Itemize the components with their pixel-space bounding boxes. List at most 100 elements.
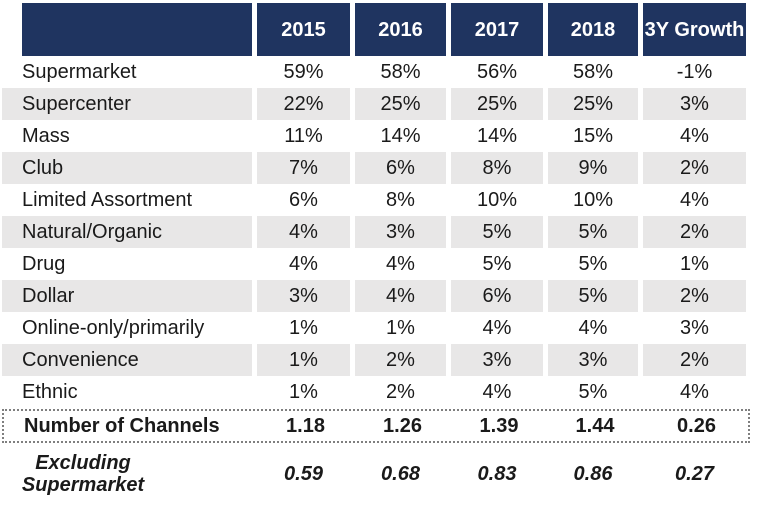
excluding-label-line2: Supermarket — [21, 474, 145, 496]
cell-value: 3% — [350, 216, 446, 248]
cell-value: 3% — [638, 312, 746, 344]
cell-value: 4% — [638, 120, 746, 152]
cell-value: 4% — [350, 280, 446, 312]
table-header-row: 2015 2016 2017 2018 3Y Growth — [2, 3, 746, 56]
cell-value: 2% — [638, 280, 746, 312]
cell-value: 1% — [252, 312, 350, 344]
table-row-natural-organic: Natural/Organic 4% 3% 5% 5% 2% — [2, 216, 746, 248]
table-row-online-only: Online-only/primarily 1% 1% 4% 4% 3% — [2, 312, 746, 344]
cell-value: 14% — [446, 120, 543, 152]
row-label: Ethnic — [22, 381, 78, 403]
table-row-dollar: Dollar 3% 4% 6% 5% 2% — [2, 280, 746, 312]
cell-value: 2% — [638, 344, 746, 376]
col-header-2015: 2015 — [252, 3, 350, 56]
cell-value: 5% — [446, 248, 543, 280]
cell-value: 25% — [543, 88, 638, 120]
cell-value: 1.44 — [545, 411, 640, 441]
cell-value: 0.27 — [638, 444, 746, 504]
cell-value: 1% — [638, 248, 746, 280]
row-label: Natural/Organic — [2, 216, 252, 248]
cell-value: 8% — [350, 184, 446, 216]
cell-value: 3% — [638, 88, 746, 120]
table-row-club: Club 7% 6% 8% 9% 2% — [2, 152, 746, 184]
cell-value: 5% — [543, 376, 638, 408]
cell-value: 6% — [252, 184, 350, 216]
cell-value: 1.26 — [352, 411, 448, 441]
cell-value: 22% — [252, 88, 350, 120]
row-label: Limited Assortment — [22, 189, 193, 211]
cell-value: 0.83 — [446, 444, 543, 504]
cell-value: -1% — [638, 56, 746, 88]
cell-value: 2% — [638, 152, 746, 184]
col-header-3y-growth: 3Y Growth — [638, 3, 746, 56]
table-row-number-of-channels: Number of Channels 1.18 1.26 1.39 1.44 0… — [4, 411, 748, 441]
col-header-2018: 2018 — [543, 3, 638, 56]
cell-value: 2% — [350, 376, 446, 408]
row-label: Drug — [22, 253, 66, 275]
cell-value: 14% — [350, 120, 446, 152]
cell-value: 6% — [446, 280, 543, 312]
cell-value: 25% — [350, 88, 446, 120]
row-label: Club — [2, 152, 252, 184]
cell-value: 0.59 — [252, 444, 350, 504]
cell-value: 5% — [543, 280, 638, 312]
cell-value: 11% — [252, 120, 350, 152]
row-label: Supercenter — [2, 88, 252, 120]
cell-value: 15% — [543, 120, 638, 152]
cell-value: 0.86 — [543, 444, 638, 504]
cell-value: 1% — [252, 376, 350, 408]
cell-value: 1.18 — [254, 411, 352, 441]
col-header-2017: 2017 — [446, 3, 543, 56]
row-label: Online-only/primarily — [22, 317, 205, 339]
cell-value: 58% — [350, 56, 446, 88]
cell-value: 9% — [543, 152, 638, 184]
excluding-label-line1: Excluding — [35, 452, 131, 474]
cell-value: 4% — [252, 248, 350, 280]
cell-value: 3% — [446, 344, 543, 376]
cell-value: 10% — [446, 184, 543, 216]
cell-value: 4% — [446, 312, 543, 344]
cell-value: 4% — [446, 376, 543, 408]
cell-value: 2% — [638, 216, 746, 248]
cell-value: 59% — [252, 56, 350, 88]
table-row-limited-assortment: Limited Assortment 6% 8% 10% 10% 4% — [2, 184, 746, 216]
cell-value: 4% — [638, 184, 746, 216]
row-label: Dollar — [2, 280, 252, 312]
cell-value: 10% — [543, 184, 638, 216]
table-row-supermarket: Supermarket 59% 58% 56% 58% -1% — [2, 56, 746, 88]
cell-value: 4% — [638, 376, 746, 408]
table-row-convenience: Convenience 1% 2% 3% 3% 2% — [2, 344, 746, 376]
cell-value: 4% — [543, 312, 638, 344]
cell-value: 8% — [446, 152, 543, 184]
cell-value: 4% — [350, 248, 446, 280]
cell-value: 0.26 — [640, 411, 748, 441]
row-label: Mass — [22, 125, 70, 147]
table-row-excluding-supermarket: Excluding Supermarket 0.59 0.68 0.83 0.8… — [2, 444, 746, 504]
cell-value: 7% — [252, 152, 350, 184]
row-label: Excluding Supermarket — [2, 444, 252, 504]
cell-value: 1% — [350, 312, 446, 344]
row-label: Number of Channels — [24, 415, 220, 437]
cell-value: 3% — [543, 344, 638, 376]
cell-value: 25% — [446, 88, 543, 120]
cell-value: 6% — [350, 152, 446, 184]
cell-value: 1.39 — [448, 411, 545, 441]
table-row-ethnic: Ethnic 1% 2% 4% 5% 4% — [2, 376, 746, 408]
cell-value: 5% — [543, 248, 638, 280]
header-corner-cell — [22, 3, 252, 56]
row-label: Supermarket — [22, 61, 137, 83]
cell-value: 5% — [543, 216, 638, 248]
table-row-supercenter: Supercenter 22% 25% 25% 25% 3% — [2, 88, 746, 120]
row-label: Convenience — [2, 344, 252, 376]
cell-value: 5% — [446, 216, 543, 248]
table-row-mass: Mass 11% 14% 14% 15% 4% — [2, 120, 746, 152]
table-row-drug: Drug 4% 4% 5% 5% 1% — [2, 248, 746, 280]
cell-value: 58% — [543, 56, 638, 88]
cell-value: 0.68 — [350, 444, 446, 504]
cell-value: 4% — [252, 216, 350, 248]
cell-value: 56% — [446, 56, 543, 88]
col-header-2016: 2016 — [350, 3, 446, 56]
cell-value: 1% — [252, 344, 350, 376]
cell-value: 2% — [350, 344, 446, 376]
number-of-channels-box: Number of Channels 1.18 1.26 1.39 1.44 0… — [2, 409, 750, 443]
